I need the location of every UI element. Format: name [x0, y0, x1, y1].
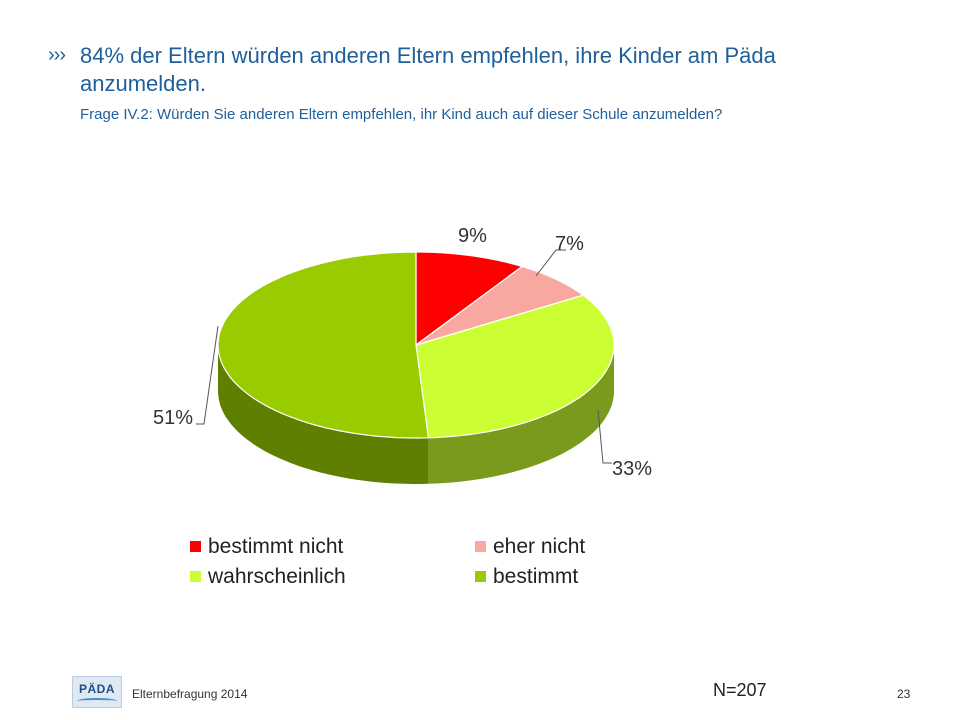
legend-swatch: [190, 541, 201, 552]
legend-label: wahrscheinlich: [208, 565, 346, 588]
pie-leaders: [196, 249, 612, 464]
leader-line-wahrscheinlich: [597, 409, 612, 464]
pie-labels: 9% 7% 33% 51%: [153, 225, 652, 480]
legend-item-bestimmt-nicht: bestimmt nicht: [190, 535, 343, 559]
data-label-bestimmt-nicht: 9%: [458, 225, 487, 247]
logo-text: PÄDA: [78, 682, 115, 696]
page-number: 23: [897, 687, 911, 701]
pie-side-wahrscheinlich: [428, 345, 614, 484]
legend-item-wahrscheinlich: wahrscheinlich: [190, 565, 346, 589]
legend-label: eher nicht: [493, 535, 586, 558]
pie-slice-wahrscheinlich: [415, 294, 615, 439]
title-bullet: ›››: [48, 44, 66, 66]
legend-item-bestimmt: bestimmt: [475, 565, 578, 589]
legend-swatch: [475, 541, 486, 552]
leader-line-bestimmt: [196, 325, 219, 425]
data-label-wahrscheinlich: 33%: [612, 458, 652, 480]
pie-tops: [217, 251, 615, 439]
pie-slice-eher-nicht: [415, 265, 585, 346]
paeda-logo: PÄDA: [72, 676, 122, 708]
legend-label: bestimmt: [493, 565, 579, 588]
leader-line-eher-nicht: [535, 249, 566, 277]
pie-side-bestimmt: [218, 345, 429, 484]
legend-swatch: [475, 571, 486, 582]
legend-item-eher-nicht: eher nicht: [475, 535, 585, 559]
data-label-eher-nicht: 7%: [555, 233, 584, 255]
legend-label: bestimmt nicht: [208, 535, 344, 558]
pie-slice-bestimmt-nicht: [415, 251, 524, 347]
slide-title: 84% der Eltern würden anderen Eltern emp…: [80, 43, 776, 96]
sample-size: N=207: [713, 680, 767, 700]
pie-slice-bestimmt: [217, 251, 430, 439]
slide-subtitle: Frage IV.2: Würden Sie anderen Eltern em…: [80, 106, 723, 123]
pie-sides: [218, 345, 614, 484]
data-label-bestimmt: 51%: [153, 407, 193, 429]
logo-wave-icon: [77, 698, 117, 704]
footer-text: Elternbefragung 2014: [132, 687, 248, 701]
legend-swatch: [190, 571, 201, 582]
